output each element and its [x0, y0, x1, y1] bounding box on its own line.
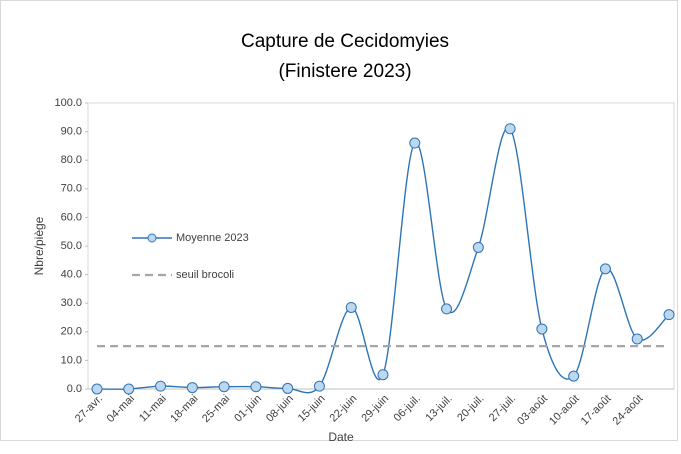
- data-point: [536, 323, 548, 335]
- y-tick-label: 0.0: [67, 383, 82, 395]
- y-tick-label: 80.0: [61, 154, 82, 166]
- y-tick-label: 70.0: [61, 183, 82, 195]
- data-point: [409, 137, 421, 149]
- chart-title: Capture de Cecidomyies: [241, 31, 449, 52]
- data-point: [504, 123, 516, 135]
- data-point: [123, 383, 135, 395]
- y-tick-label: 40.0: [61, 269, 82, 281]
- legend-marker: [147, 233, 157, 243]
- y-tick-label: 100.0: [54, 97, 82, 109]
- data-point: [313, 380, 325, 392]
- data-point: [377, 369, 389, 381]
- y-tick-label: 20.0: [61, 326, 82, 338]
- y-tick-label: 60.0: [61, 211, 82, 223]
- data-point: [663, 309, 675, 321]
- data-point: [472, 241, 484, 253]
- data-point: [345, 301, 357, 313]
- y-tick-label: 50.0: [61, 240, 82, 252]
- data-point: [186, 382, 198, 394]
- y-tick-label: 90.0: [61, 126, 82, 138]
- data-point: [218, 381, 230, 393]
- data-point: [568, 370, 580, 382]
- data-point: [631, 333, 643, 345]
- legend-label: seuil brocoli: [176, 269, 234, 281]
- data-point: [250, 381, 262, 393]
- x-axis-title: Date: [328, 430, 354, 444]
- data-point: [155, 380, 167, 392]
- y-tick-label: 30.0: [61, 297, 82, 309]
- y-axis-title: Nbre/piège: [32, 216, 46, 275]
- y-tick-label: 10.0: [61, 354, 82, 366]
- data-point: [599, 263, 611, 275]
- legend-label: Moyenne 2023: [176, 232, 249, 244]
- data-point: [441, 303, 453, 315]
- chart-frame: [0, 0, 678, 441]
- chart-subtitle: (Finistere 2023): [278, 61, 411, 82]
- data-point: [91, 383, 103, 395]
- data-point: [282, 382, 294, 394]
